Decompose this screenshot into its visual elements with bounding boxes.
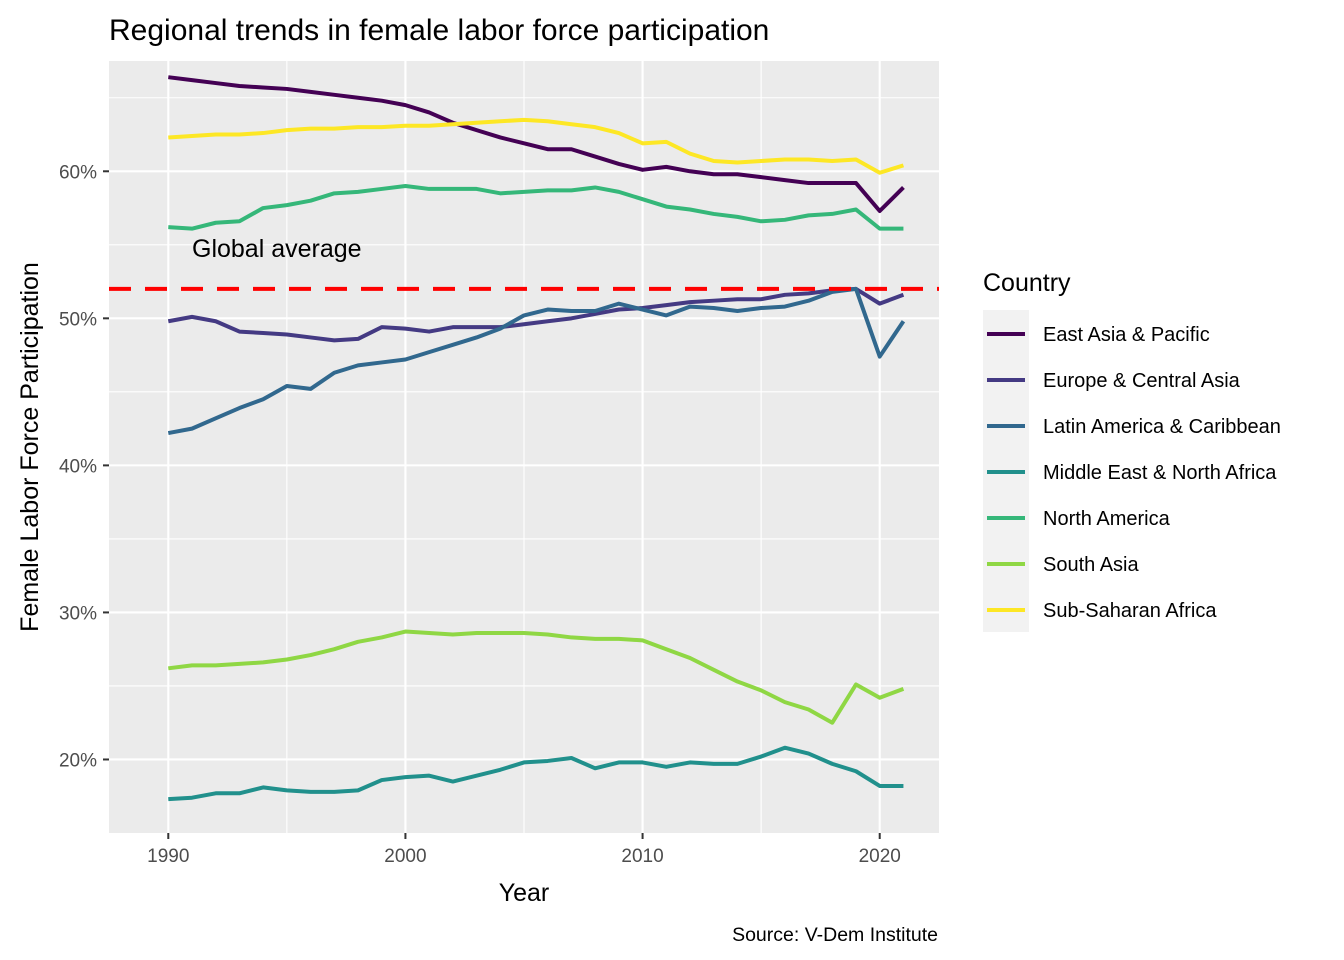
y-tick-label: 60% [59, 162, 97, 183]
legend-title: Country [983, 269, 1071, 297]
chart-caption: Source: V-Dem Institute [732, 924, 938, 946]
series-line-latin-america-caribbean [167, 286, 906, 435]
series-line-sub-saharan-africa [168, 117, 905, 175]
series-line-middle-east-north-africa [168, 745, 904, 802]
x-tick-label: 2010 [621, 846, 663, 867]
legend: Country East Asia & Pacific Europe & Cent… [983, 269, 1281, 632]
chart-title: Regional trends in female labor force pa… [109, 14, 769, 47]
reference-line-group: Global average [109, 235, 939, 291]
legend-label-sub-saharan-africa: Sub-Saharan Africa [1043, 600, 1217, 622]
legend-label-north-america: North America [1043, 508, 1171, 530]
legend-label-middle-east-north-africa: Middle East & North Africa [1043, 462, 1277, 484]
x-axis-title: Year [499, 879, 550, 907]
series-lines [167, 75, 906, 802]
grid-major [109, 61, 939, 833]
x-tick-label: 2000 [384, 846, 426, 867]
series-line-north-america [168, 183, 904, 231]
series-line-europe-central-asia [167, 286, 905, 343]
legend-label-south-asia: South Asia [1043, 554, 1140, 576]
y-tick-label: 40% [59, 456, 97, 477]
reference-line-label: Global average [192, 235, 362, 263]
legend-label-east-asia-pacific: East Asia & Pacific [1043, 324, 1210, 346]
y-tick-label: 50% [59, 309, 97, 330]
legend-label-europe-central-asia: Europe & Central Asia [1043, 370, 1241, 392]
series-line-east-asia-pacific [168, 75, 905, 213]
x-tick-label: 2020 [859, 846, 901, 867]
y-tick-label: 20% [59, 750, 97, 771]
y-tick-label: 30% [59, 603, 97, 624]
grid-minor [109, 61, 939, 833]
x-tick-label: 1990 [147, 846, 189, 867]
legend-label-latin-america-caribbean: Latin America & Caribbean [1043, 416, 1281, 438]
y-axis: 20% 30% 40% 50% 60% [59, 162, 109, 771]
y-axis-title: Female Labor Force Participation [16, 262, 44, 632]
x-axis: 1990 2000 2010 2020 [147, 833, 901, 867]
series-line-south-asia [168, 629, 905, 725]
